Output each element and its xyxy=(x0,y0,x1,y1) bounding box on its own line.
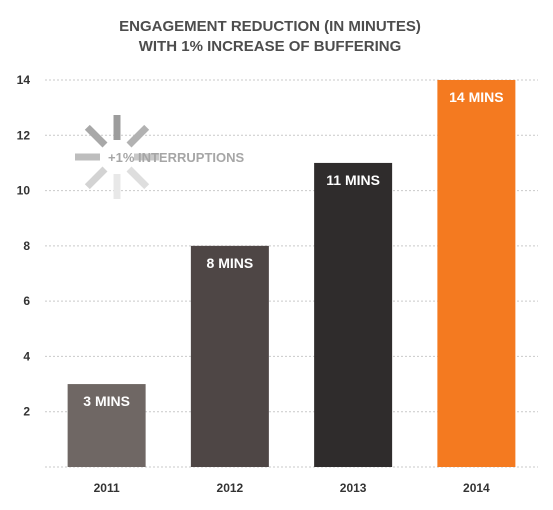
annotation-label: +1% INTERRUPTIONS xyxy=(108,150,244,165)
bar-2011 xyxy=(67,384,146,467)
data-label: 3 MINS xyxy=(83,393,130,409)
data-label: 11 MINS xyxy=(326,172,380,188)
y-tick-label: 6 xyxy=(23,294,30,308)
y-tick-label: 12 xyxy=(17,128,31,142)
y-tick-label: 4 xyxy=(23,349,30,363)
spinner-ray xyxy=(126,166,150,190)
y-tick-label: 8 xyxy=(23,239,30,253)
bar-2014 xyxy=(437,80,516,467)
x-tick-label: 2014 xyxy=(463,481,490,495)
data-label: 14 MINS xyxy=(449,89,503,105)
x-tick-label: 2013 xyxy=(340,481,367,495)
x-tick-label: 2012 xyxy=(217,481,244,495)
x-axis: 2011 2012 2013 2014 xyxy=(94,481,490,495)
loading-spinner-icon xyxy=(75,115,159,199)
x-tick-label: 2011 xyxy=(94,481,120,495)
chart-title: ENGAGEMENT REDUCTION (IN MINUTES) xyxy=(119,18,421,35)
y-tick-label: 14 xyxy=(17,73,31,87)
bars: 3 MINS 8 MINS 11 MINS 14 MINS xyxy=(67,80,516,467)
bar-2012 xyxy=(190,245,269,467)
bar-2013 xyxy=(314,162,393,467)
spinner-ray xyxy=(84,166,108,190)
y-tick-label: 10 xyxy=(17,184,31,198)
chart-subtitle: WITH 1% INCREASE OF BUFFERING xyxy=(139,38,402,55)
spinner-ray xyxy=(84,124,108,148)
data-label: 8 MINS xyxy=(207,255,254,271)
y-tick-label: 2 xyxy=(23,405,30,419)
spinner-ray xyxy=(126,124,150,148)
y-axis: 2 4 6 8 10 12 14 xyxy=(17,73,31,419)
interruptions-annotation: +1% INTERRUPTIONS xyxy=(75,115,244,199)
